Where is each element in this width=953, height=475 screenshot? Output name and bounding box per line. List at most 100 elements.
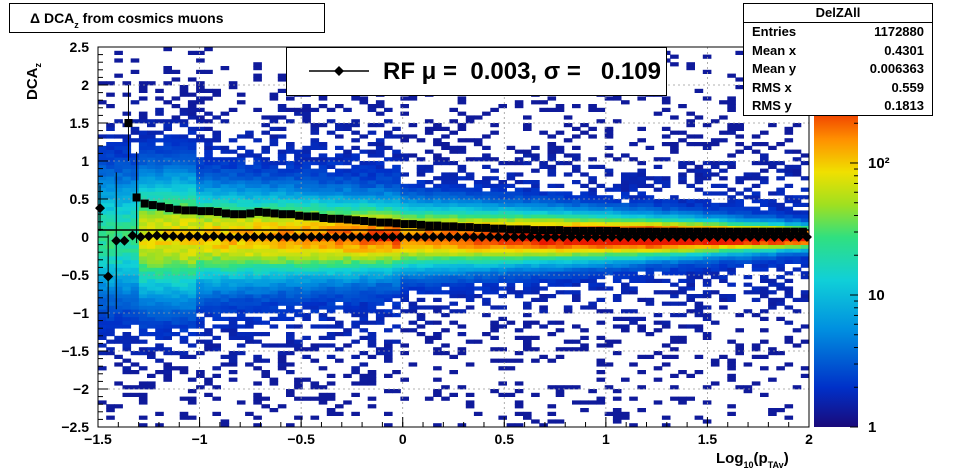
- data-point-diamond: [160, 231, 171, 242]
- y-tick-label: −1.5: [61, 343, 89, 359]
- data-point-diamond: [233, 232, 244, 242]
- data-point-square: [473, 223, 482, 232]
- stats-box: DelZAll Entries 1172880 Mean x 0.4301 Mean…: [743, 3, 933, 116]
- stats-row-mean-y: Mean y 0.006363: [752, 61, 924, 77]
- data-point-square: [717, 227, 726, 236]
- data-point-square: [181, 206, 190, 215]
- data-point-square: [652, 227, 661, 236]
- data-point-square: [457, 223, 466, 232]
- data-point-diamond: [143, 231, 154, 242]
- data-point-square: [246, 209, 255, 218]
- data-point-diamond: [184, 231, 195, 242]
- data-point-diamond: [753, 232, 764, 242]
- data-point-diamond: [639, 232, 650, 242]
- data-point-diamond: [460, 232, 471, 242]
- data-point-square: [758, 227, 767, 236]
- data-point-square: [156, 202, 165, 211]
- data-point-diamond: [550, 232, 561, 242]
- data-point-diamond: [379, 232, 390, 242]
- x-tick-label: 0.5: [495, 431, 515, 447]
- data-point-square: [766, 227, 775, 236]
- data-point-square: [384, 218, 393, 227]
- data-point-square: [433, 221, 442, 230]
- data-point-square: [311, 212, 320, 221]
- y-tick-label: 1.5: [70, 115, 90, 131]
- data-point-square: [685, 227, 694, 236]
- data-point-square: [368, 217, 377, 226]
- data-point-square: [270, 209, 279, 218]
- data-point-square: [376, 218, 385, 227]
- x-tick-label: 1.5: [698, 431, 718, 447]
- data-point-square: [595, 226, 604, 235]
- data-point-diamond: [452, 232, 463, 242]
- data-point-diamond: [216, 232, 227, 242]
- data-point-square: [603, 226, 612, 235]
- data-point-square: [668, 227, 677, 236]
- data-point-diamond: [582, 232, 593, 242]
- data-point-diamond: [322, 232, 333, 242]
- data-point-square: [660, 227, 669, 236]
- data-point-square: [327, 214, 336, 223]
- data-point-diamond: [306, 232, 317, 242]
- data-point-diamond: [249, 232, 260, 242]
- x-tick-label: −1.5: [84, 431, 112, 447]
- data-point-diamond: [574, 232, 585, 242]
- data-point-square: [197, 207, 206, 216]
- data-point-diamond: [444, 232, 455, 242]
- data-point-diamond: [257, 232, 268, 242]
- data-point-square: [148, 201, 157, 210]
- data-point-square: [514, 225, 523, 234]
- y-tick-label: −2: [73, 381, 89, 397]
- data-point-diamond: [533, 232, 544, 242]
- data-point-square: [587, 226, 596, 235]
- data-point-diamond: [330, 232, 341, 242]
- data-point-diamond: [476, 232, 487, 242]
- x-tick-label: 2: [805, 431, 813, 447]
- data-point-diamond: [720, 232, 731, 242]
- data-point-diamond: [745, 232, 756, 242]
- data-point-square: [620, 227, 629, 236]
- data-point-diamond: [680, 232, 691, 242]
- data-point-square: [238, 210, 247, 219]
- chart-title-box: Δ DCAz from cosmics muons: [9, 3, 325, 33]
- data-point-diamond: [346, 232, 357, 242]
- colorbar-tick-label: 10²: [868, 155, 890, 172]
- y-tick-label: −2.5: [61, 419, 89, 435]
- data-point-square: [278, 210, 287, 219]
- data-series: [95, 85, 812, 319]
- legend-text: RF μ = 0.003, σ = 0.109: [383, 58, 661, 85]
- data-point-diamond: [420, 232, 431, 242]
- data-point-diamond: [615, 232, 626, 242]
- stats-row-rms-x: RMS x 0.559: [752, 79, 924, 95]
- data-point-diamond: [127, 230, 138, 241]
- data-point-diamond: [696, 232, 707, 242]
- data-point-diamond: [663, 232, 674, 242]
- data-point-diamond: [525, 232, 536, 242]
- data-point-square: [644, 227, 653, 236]
- data-point-square: [563, 226, 572, 235]
- data-point-diamond: [785, 232, 796, 242]
- data-point-diamond: [501, 232, 512, 242]
- data-point-square: [351, 216, 360, 225]
- data-point-diamond: [793, 232, 804, 242]
- data-point-diamond: [395, 232, 406, 242]
- data-point-square: [782, 227, 791, 236]
- data-point-square: [319, 214, 328, 222]
- data-point-square: [579, 226, 588, 235]
- data-point-diamond: [281, 232, 292, 242]
- data-point-diamond: [623, 232, 634, 242]
- data-point-diamond: [265, 232, 276, 242]
- y-tick-label: −1: [73, 305, 89, 321]
- data-point-square: [506, 225, 515, 234]
- data-point-diamond: [225, 232, 236, 242]
- data-point-diamond: [468, 232, 479, 242]
- data-point-diamond: [241, 232, 252, 242]
- data-point-diamond: [200, 232, 211, 242]
- data-point-diamond: [541, 232, 552, 242]
- data-point-diamond: [558, 232, 569, 242]
- data-point-diamond: [119, 235, 130, 246]
- data-point-square: [230, 210, 239, 219]
- data-point-square: [286, 210, 295, 219]
- colorbar-tick-label: 10: [868, 287, 885, 304]
- data-point-square: [490, 224, 499, 233]
